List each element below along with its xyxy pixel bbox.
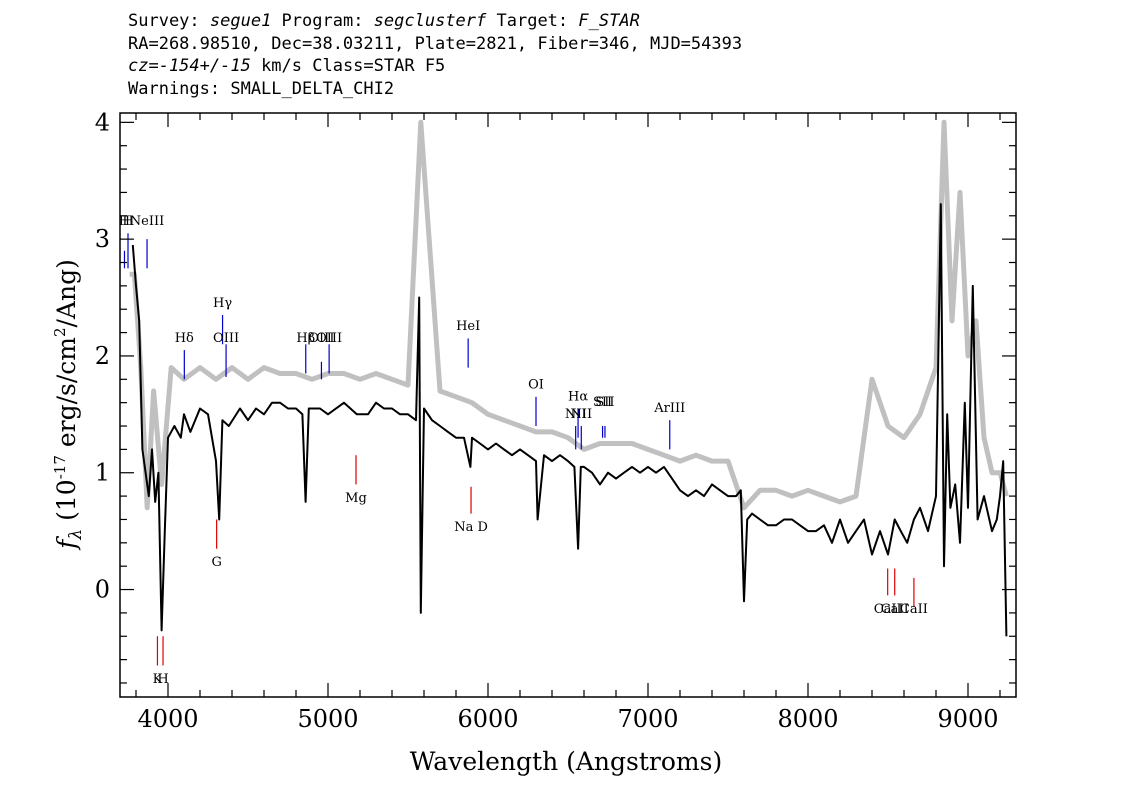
- y-label-open: (10: [52, 479, 81, 529]
- error-series-line: [129, 119, 1009, 511]
- emission-line-label: ArIII: [653, 401, 685, 416]
- y-label-close: /Ang): [52, 259, 81, 327]
- y-label-exp1: -17: [51, 455, 69, 479]
- error-series-layer: [129, 119, 1009, 511]
- line3-segment: cz=-154+/-15: [128, 56, 251, 76]
- emission-line-label: H: [122, 214, 133, 229]
- header-line-1: Survey: segue1 Program: segclusterf Targ…: [128, 10, 742, 33]
- emission-line-label: H: [119, 214, 130, 229]
- line1-segment: segue1: [209, 11, 272, 31]
- emission-line-label: SII: [595, 395, 614, 410]
- line1-segment: Survey:: [128, 11, 210, 31]
- x-axis-label: Wavelength (Angstroms): [410, 747, 722, 776]
- emission-line-label: OIII: [213, 331, 239, 346]
- emission-line-label: NeIII: [130, 214, 164, 229]
- absorption-line-label: CaII: [881, 602, 909, 617]
- emission-line-label: SII: [593, 395, 612, 410]
- absorption-line-label: H: [157, 672, 168, 687]
- y-label-sub: λ: [66, 529, 86, 541]
- absorption-line-label: CaII: [900, 602, 928, 617]
- y-tick-label: 2: [95, 342, 110, 370]
- absorption-line-label: K: [153, 672, 163, 687]
- absorption-line-label: CaII: [874, 602, 902, 617]
- line3-segment: km/s Class=STAR F5: [250, 56, 446, 76]
- flux-series-layer: [131, 203, 1008, 637]
- x-tick-label: 9000: [937, 705, 998, 733]
- y-label-exp2: 2: [51, 327, 69, 337]
- line1-segment: Program:: [271, 11, 374, 31]
- line1-segment: F_STAR: [578, 11, 640, 31]
- line1-segment: Target:: [486, 11, 579, 31]
- y-tick-label: 1: [95, 459, 110, 487]
- y-tick-label: 0: [95, 576, 110, 604]
- x-tick-label: 8000: [777, 705, 838, 733]
- emission-line-label: NII: [565, 407, 587, 422]
- plot-axes: [119, 112, 1017, 698]
- y-label-f: f: [52, 536, 81, 551]
- header-line-2: RA=268.98510, Dec=38.03211, Plate=2821, …: [128, 33, 742, 56]
- emission-line-label: Hδ: [175, 331, 194, 346]
- x-tick-label: 4000: [137, 705, 198, 733]
- flux-series-line: [131, 203, 1008, 637]
- header-line-3: cz=-154+/-15 km/s Class=STAR F5: [128, 55, 742, 78]
- y-axis-label: fλ (10-17 erg/s/cm2/Ang): [51, 259, 86, 551]
- emission-line-label: OIII: [308, 331, 334, 346]
- x-tick-label: 6000: [457, 705, 518, 733]
- tick-labels: 4000 5000 6000 7000 8000 9000 0 1 2 3 4: [95, 108, 999, 733]
- x-tick-label: 5000: [297, 705, 358, 733]
- absorption-line-label: Na D: [454, 520, 488, 535]
- x-tick-label: 7000: [617, 705, 678, 733]
- plot-frame: [119, 112, 1017, 698]
- y-label-mid: erg/s/cm: [52, 337, 81, 455]
- line1-segment: segclusterf: [373, 11, 487, 31]
- line4-segment: Warnings: SMALL_DELTA_CHI2: [128, 78, 395, 99]
- y-tick-label: 4: [95, 108, 110, 136]
- emission-line-label: OIII: [316, 331, 342, 346]
- line2-segment: RA=268.98510, Dec=38.03211, Plate=2821, …: [128, 33, 743, 54]
- emission-line-label: HeI: [456, 319, 480, 334]
- absorption-line-label: Mg: [345, 491, 367, 506]
- emission-line-label: Hβ: [296, 331, 315, 346]
- emission-line-label: Hγ: [213, 296, 232, 311]
- spectrum-header: Survey: segue1 Program: segclusterf Targ…: [128, 10, 742, 100]
- emission-line-label: Hα: [568, 389, 588, 404]
- emission-line-label: NII: [570, 407, 592, 422]
- absorption-line-label: G: [211, 555, 221, 570]
- y-tick-label: 3: [95, 225, 110, 253]
- header-line-4: Warnings: SMALL_DELTA_CHI2: [128, 78, 742, 101]
- emission-line-label: OI: [528, 378, 544, 393]
